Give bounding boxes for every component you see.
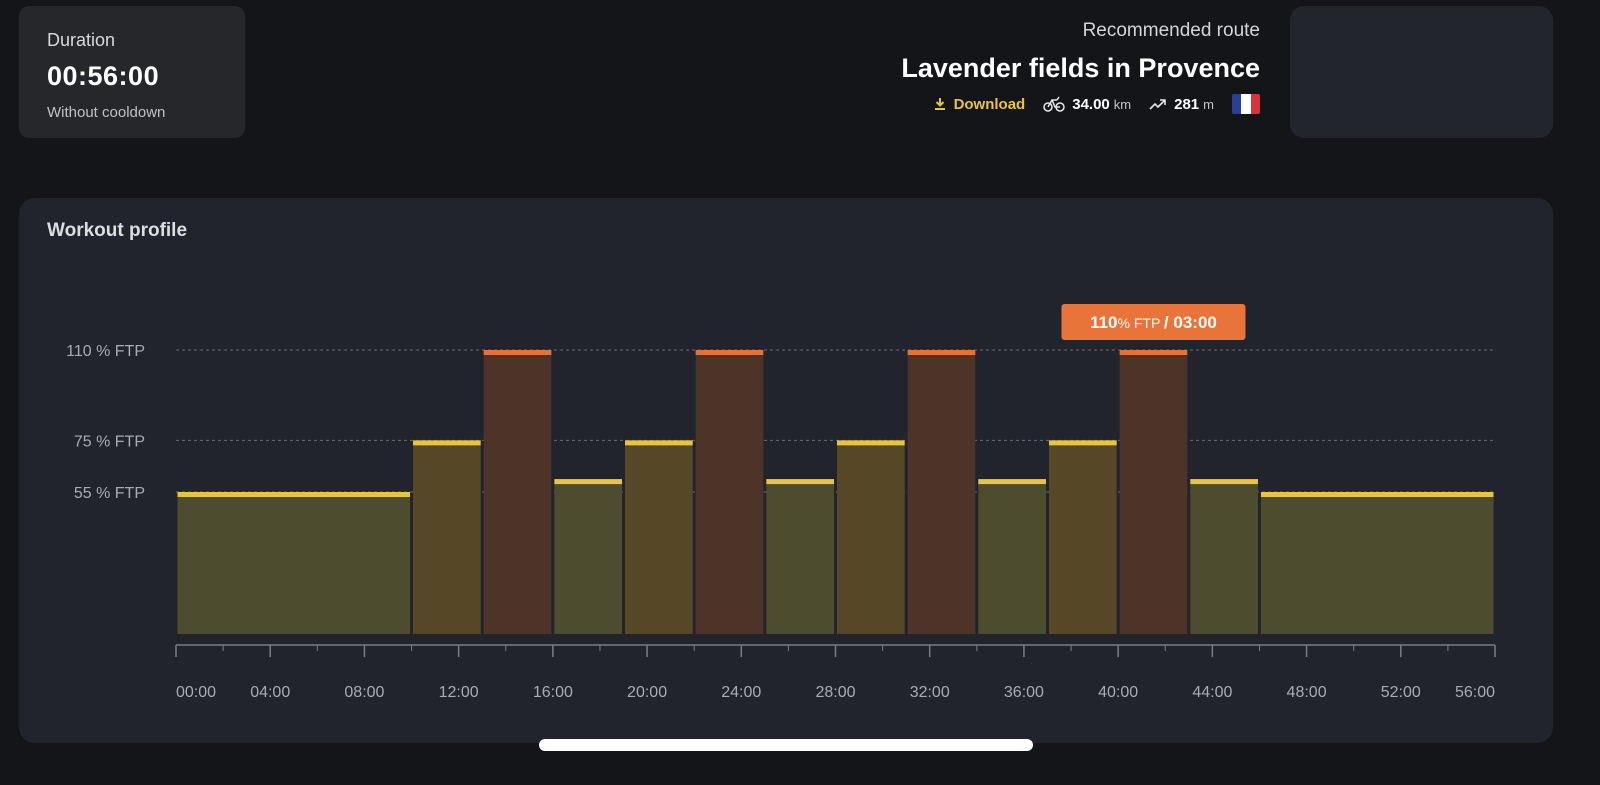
workout-bar-cap [907,350,976,355]
workout-bar-cap [766,479,834,485]
x-tick-label: 36:00 [1004,684,1044,701]
elevation-unit: m [1203,96,1214,112]
route-distance: 34.00 km [1043,96,1131,113]
workout-bar-cap [1190,479,1258,485]
workout-bar-cap [413,440,481,446]
recommended-route: Recommended route Lavender fields in Pro… [901,20,1260,114]
duration-card: Duration 00:56:00 Without cooldown [19,6,245,138]
duration-subtitle: Without cooldown [47,104,166,121]
x-tick-label: 20:00 [627,684,667,701]
download-button[interactable]: Download [933,95,1026,113]
bicycle-icon [1043,96,1065,112]
workout-bar-cap [625,440,693,446]
distance-unit: km [1113,96,1132,112]
workout-bar-cap [554,479,623,485]
workout-bar [625,440,693,634]
download-label: Download [953,95,1026,113]
duration-value: 00:56:00 [47,61,160,91]
workout-bar-cap [483,350,552,355]
x-tick-label: 04:00 [250,684,290,701]
route-meta: Download 34.00 km 281 m [901,94,1260,114]
flag-stripe-red [1250,94,1260,114]
workout-bar [837,440,905,634]
workout-bar-cap [1119,350,1188,355]
x-tick-label: 40:00 [1098,684,1138,701]
flag-stripe-blue [1232,94,1242,114]
y-reference-label: 110 % FTP [66,343,145,360]
trending-up-icon [1149,99,1166,110]
workout-bar [1119,350,1188,634]
workout-bar [177,492,411,634]
x-tick-label: 08:00 [344,684,384,701]
x-tick-label: 00:00 [176,684,216,701]
distance-value: 34.00 [1072,95,1110,113]
workout-bar-cap [837,440,905,446]
ftp-tooltip [1061,304,1246,340]
ftp-tooltip-text: 110% FTP / 03:00 [1090,313,1217,332]
workout-bar [1190,479,1258,634]
workout-bar-cap [1260,492,1494,497]
workout-bar-cap [177,492,411,497]
x-tick-label: 16:00 [533,684,573,701]
x-tick-label: 52:00 [1381,684,1421,701]
x-tick-label: 56:00 [1455,684,1495,701]
workout-bar-cap [1048,440,1117,446]
workout-bar [1048,440,1117,634]
x-tick-label: 12:00 [439,684,479,701]
workout-bar [554,479,623,634]
workout-profile-chart: 110 % FTP 75 % FTP 55 % FTP 00:00 04:00 08:00… [66,304,1496,701]
workout-bar [766,479,834,634]
x-tick-label: 24:00 [721,684,761,701]
route-title: Lavender fields in Provence [901,53,1260,83]
x-tick-label: 32:00 [910,684,950,701]
workout-bar-cap [978,479,1046,485]
x-tick-label: 28:00 [815,684,855,701]
y-reference-label: 55 % FTP [74,485,145,502]
workout-bar [1260,492,1494,634]
workout-bar [978,479,1046,634]
workout-bar-cap [695,350,764,355]
route-kicker: Recommended route [1082,20,1260,41]
home-indicator[interactable] [539,739,1033,751]
elevation-value: 281 [1174,95,1200,113]
workout-bar [695,350,764,634]
route-elevation: 281 m [1149,96,1214,113]
download-icon [934,98,945,110]
y-reference-label: 75 % FTP [74,433,145,450]
workout-bar [907,350,976,634]
x-tick-label: 48:00 [1287,684,1327,701]
route-map-card[interactable] [1290,6,1553,138]
france-flag-icon [1232,94,1260,114]
duration-label: Duration [47,30,116,50]
workout-profile-card: Workout profile 110 % FTP 75 % FTP 55 % FT… [19,198,1553,743]
flag-stripe-white [1241,94,1251,114]
workout-bar [483,350,552,634]
x-tick-label: 44:00 [1192,684,1232,701]
workout-profile-title: Workout profile [47,220,188,241]
workout-bar [413,440,481,634]
